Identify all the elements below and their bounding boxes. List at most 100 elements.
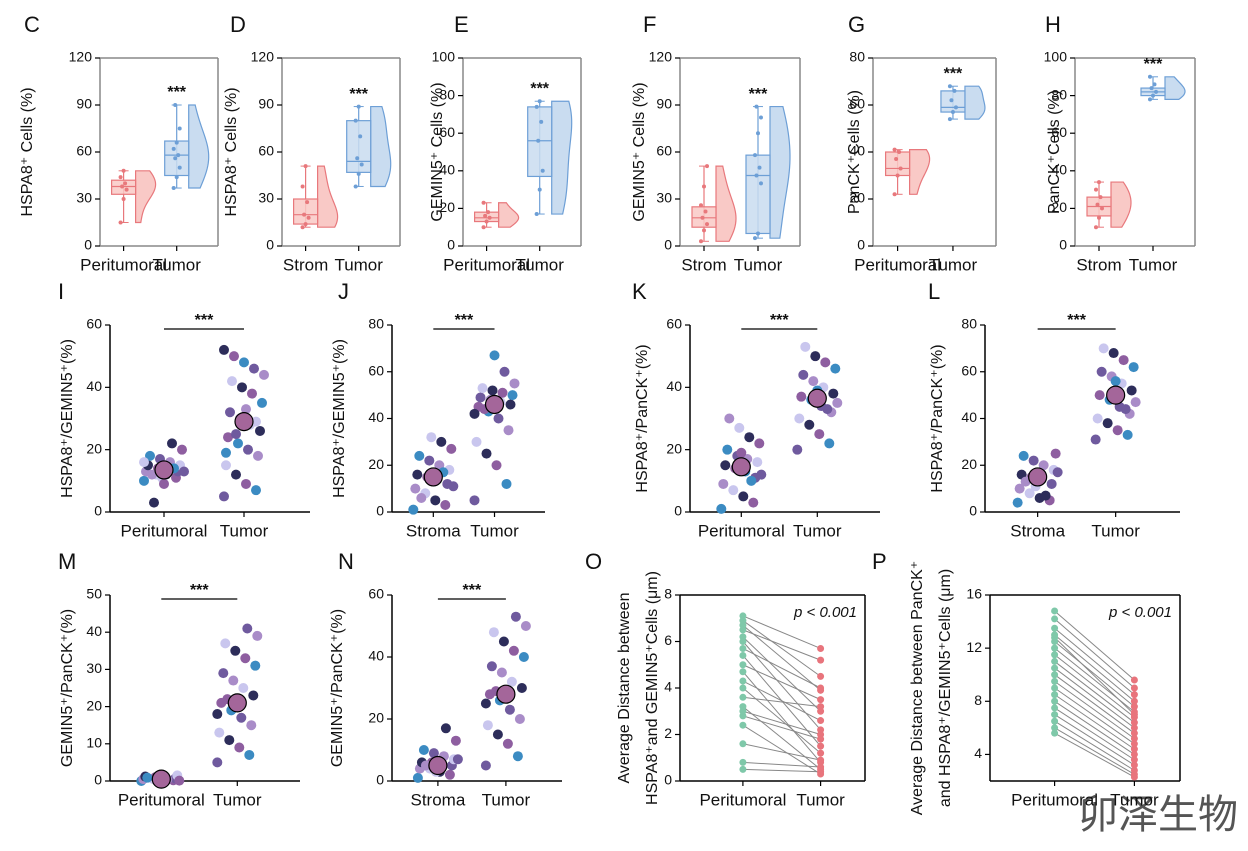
y-tick-label: 20: [1051, 199, 1067, 215]
point: [744, 432, 755, 443]
significance: ***: [190, 582, 209, 599]
pair-line: [1054, 687, 1135, 745]
point: [174, 775, 185, 786]
x-tick-label: Tumor: [482, 790, 531, 809]
point: [1100, 206, 1104, 211]
point: [1130, 740, 1138, 748]
y-tick-label: 120: [649, 49, 673, 65]
point: [231, 429, 241, 440]
point: [824, 438, 835, 449]
panel-label: M: [58, 549, 76, 574]
point: [300, 225, 305, 230]
point: [219, 344, 229, 355]
x-tick-label: Tumor: [152, 255, 201, 274]
point: [754, 438, 765, 449]
point: [501, 478, 512, 489]
point: [486, 661, 497, 672]
significance: ***: [349, 86, 368, 103]
significance: ***: [195, 312, 214, 329]
point: [800, 341, 811, 352]
mean: [484, 394, 505, 415]
point: [739, 651, 747, 659]
pair-line: [1054, 732, 1135, 778]
point: [247, 388, 257, 399]
point: [1130, 734, 1138, 742]
point: [219, 491, 229, 502]
point: [477, 383, 488, 394]
point: [1098, 195, 1103, 200]
mean: [151, 769, 171, 789]
pair-line: [742, 641, 821, 731]
point: [489, 350, 500, 361]
significance: ***: [167, 84, 186, 101]
y-tick-label: 80: [439, 86, 455, 102]
panel-label: K: [632, 279, 647, 304]
point: [1130, 691, 1138, 699]
point: [892, 147, 897, 152]
point: [1018, 450, 1029, 461]
y-tick-label: 30: [258, 190, 274, 206]
y-axis-label: PanCK⁺Cells (%): [846, 90, 863, 214]
pair-line: [1054, 700, 1135, 755]
point: [537, 99, 542, 104]
y-axis-label: HSPA8⁺and GEMIN5⁺Cells (μm): [644, 571, 661, 805]
y-tick-label: 0: [94, 503, 102, 519]
pair-line: [1054, 661, 1135, 723]
point: [739, 644, 747, 652]
point: [1128, 362, 1139, 373]
point: [233, 438, 243, 449]
point: [424, 455, 435, 466]
violin: [1164, 76, 1186, 100]
y-tick-label: 0: [664, 237, 672, 253]
point: [1108, 348, 1119, 359]
point: [177, 126, 182, 131]
point: [947, 117, 952, 122]
point: [353, 184, 358, 189]
point: [1094, 187, 1098, 192]
panel-label: D: [230, 12, 246, 37]
point: [483, 213, 488, 218]
watermark: 卯泽生物: [1078, 792, 1238, 838]
point: [510, 611, 521, 622]
point: [506, 676, 517, 687]
point: [1051, 651, 1059, 659]
point: [703, 209, 708, 214]
point: [305, 200, 310, 205]
panel-label: N: [338, 549, 354, 574]
point: [446, 443, 457, 454]
panel-label: I: [58, 279, 64, 304]
panel-label: F: [643, 12, 656, 37]
point: [539, 119, 544, 124]
point: [702, 228, 706, 233]
point: [832, 397, 843, 408]
point: [1154, 89, 1158, 94]
point: [754, 173, 759, 178]
x-tick-label: Peritumoral: [443, 255, 530, 274]
point: [1051, 717, 1059, 725]
mean: [428, 755, 448, 776]
point: [720, 460, 731, 471]
significance: ***: [530, 80, 549, 97]
annotation: p < 0.001: [793, 604, 857, 621]
x-tick-label: Tumor: [734, 255, 783, 274]
point: [173, 103, 178, 107]
point: [480, 698, 491, 709]
pair-line: [742, 671, 821, 763]
y-tick-label: 60: [666, 316, 682, 332]
y-tick-label: 20: [86, 697, 102, 713]
y-tick-label: 4: [974, 745, 982, 761]
mean: [1028, 467, 1048, 487]
point: [1130, 729, 1138, 737]
point: [947, 84, 952, 89]
x-tick-label: Tumor: [213, 790, 262, 809]
y-tick-label: 80: [368, 316, 384, 332]
y-tick-label: 100: [432, 49, 456, 65]
y-tick-label: 60: [368, 362, 384, 378]
point: [1040, 490, 1051, 501]
point: [822, 404, 833, 415]
point: [1118, 355, 1129, 366]
y-tick-label: 20: [849, 190, 865, 206]
y-tick-label: 0: [94, 772, 102, 788]
point: [503, 425, 514, 436]
